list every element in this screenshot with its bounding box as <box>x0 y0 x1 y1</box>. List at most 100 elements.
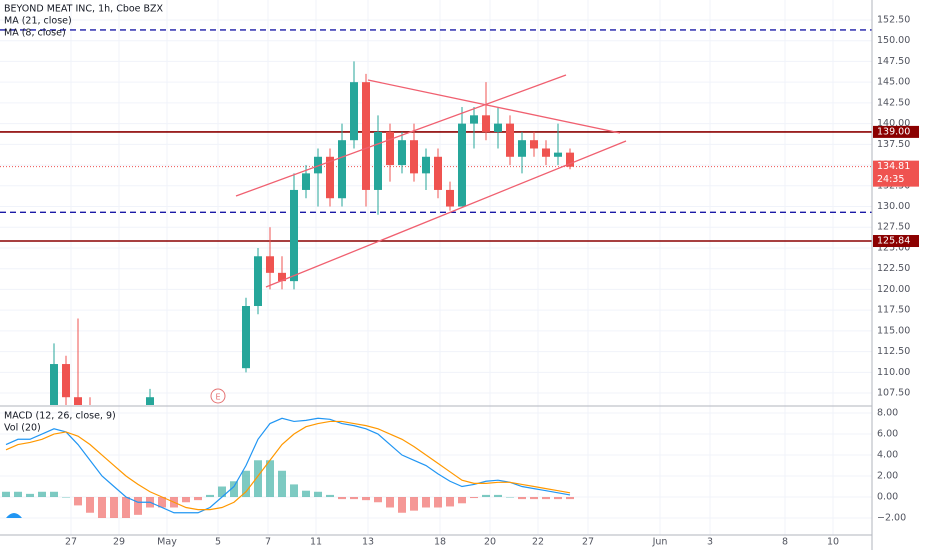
macd-hist-bar <box>386 497 394 508</box>
macd-hist-bar <box>506 497 514 498</box>
level-badge <box>873 235 919 248</box>
level-label: 125.84 <box>877 236 910 247</box>
macd-hist-bar <box>134 497 142 515</box>
candle-body <box>398 140 406 166</box>
macd-legend: MACD (12, 26, close, 9) <box>4 411 116 422</box>
x-tick-label: 29 <box>113 537 125 548</box>
y-tick-label: 115.00 <box>877 325 910 336</box>
levels <box>0 29 872 242</box>
macd-hist-bar <box>326 494 334 498</box>
x-tick-label: 3 <box>707 537 713 548</box>
macd-hist-bar <box>14 491 22 498</box>
candle-body <box>74 397 82 405</box>
y-tick-label: 130.00 <box>877 201 910 212</box>
last-price-badge <box>873 160 919 187</box>
macd-hist-bar <box>2 491 10 498</box>
macd-hist-bar <box>410 497 418 511</box>
earnings-marker[interactable] <box>210 388 226 404</box>
macd-hist-bar <box>74 497 82 506</box>
macd-hist-bar <box>62 497 70 498</box>
candle-body <box>470 115 478 124</box>
price-pane <box>50 61 574 405</box>
candle-body <box>494 123 502 132</box>
candle-body <box>62 364 70 398</box>
candle-body <box>362 82 370 190</box>
macd-hist-bar <box>110 497 118 518</box>
macd-hist-bar <box>242 470 250 498</box>
macd-hist-bar <box>206 494 214 498</box>
x-tick-label: 10 <box>827 537 839 548</box>
x-tick-label: 20 <box>484 537 496 548</box>
macd-hist-bar <box>458 497 466 504</box>
candle-body <box>542 148 550 157</box>
macd-hist-bar <box>338 497 346 500</box>
logo <box>6 513 22 518</box>
level-badge <box>873 125 919 138</box>
candle-body <box>458 123 466 207</box>
macd-hist-bar <box>122 497 130 518</box>
ma8-legend: MA (8, close) <box>4 28 66 39</box>
candle-body <box>434 156 442 190</box>
macd-hist-bar <box>518 497 526 500</box>
macd-hist-bar <box>482 494 490 498</box>
macd-hist-bar <box>86 497 94 513</box>
candle-body <box>386 131 394 166</box>
candle-body <box>566 152 574 167</box>
macd-hist-bar <box>278 470 286 498</box>
earnings-letter: E <box>215 393 220 402</box>
macd-hist-bar <box>50 491 58 498</box>
y-tick-label: 112.50 <box>877 346 910 357</box>
level-label: 139.00 <box>877 126 910 137</box>
x-tick-label: 22 <box>532 537 544 548</box>
candle-body <box>482 115 490 132</box>
y-tick-label: 140.00 <box>877 118 910 129</box>
macd-tick-label: 0.00 <box>877 492 898 503</box>
macd-hist-bar <box>494 494 502 498</box>
y-tick-label: 120.00 <box>877 284 910 295</box>
candle-body <box>554 152 562 157</box>
y-tick-label: 107.50 <box>877 388 910 399</box>
channel-top <box>235 74 567 197</box>
macd-hist-bar <box>554 497 562 500</box>
candle-body <box>326 156 334 199</box>
macd-hist-bar <box>182 497 190 503</box>
x-tick-label: 7 <box>265 537 271 548</box>
candle-body <box>266 256 274 273</box>
candle-body <box>350 82 358 141</box>
x-tick-label: May <box>157 537 177 548</box>
y-tick-label: 142.50 <box>877 97 910 108</box>
y-tick-label: 110.00 <box>877 367 910 378</box>
macd-hist-bar <box>230 481 238 498</box>
macd-hist-bar <box>314 491 322 498</box>
macd-hist-bar <box>266 460 274 498</box>
macd-hist-bar <box>302 490 310 498</box>
macd-hist-bar <box>434 497 442 508</box>
candle-body <box>518 140 526 157</box>
countdown-label: 24:35 <box>877 174 904 185</box>
y-tick-label: 122.50 <box>877 263 910 274</box>
macd-hist-bar <box>38 491 46 498</box>
macd-hist-bar <box>566 497 574 500</box>
macd-hist-bar <box>218 486 226 498</box>
macd-hist-bar <box>158 497 166 508</box>
x-tick-label: 11 <box>310 537 322 548</box>
candle-body <box>314 156 322 174</box>
candle-body <box>506 123 514 157</box>
candle-body <box>374 131 382 190</box>
y-tick-label: 127.50 <box>877 222 910 233</box>
y-tick-label: 145.00 <box>877 77 910 88</box>
macd-hist-bar <box>422 497 430 508</box>
macd-hist-bar <box>542 497 550 500</box>
macd-hist-bar <box>530 497 538 500</box>
candle-body <box>242 306 250 369</box>
macd-tick-label: 4.00 <box>877 450 898 461</box>
x-tick-label: Jun <box>652 537 668 548</box>
candle-body <box>50 364 58 405</box>
macd-hist-bar <box>254 460 262 498</box>
candle-body <box>446 189 454 207</box>
macd-hist-bar <box>98 497 106 518</box>
macd-hist-bar <box>374 497 382 503</box>
candle-body <box>338 140 346 199</box>
